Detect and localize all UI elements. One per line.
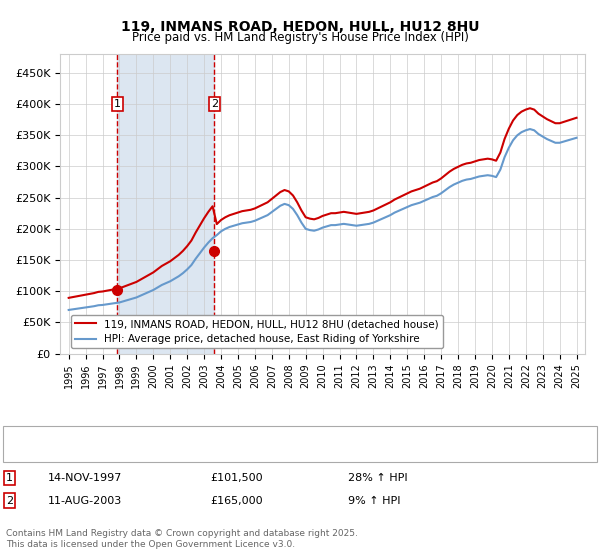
Text: 1: 1	[6, 473, 13, 483]
Text: 28% ↑ HPI: 28% ↑ HPI	[348, 473, 407, 483]
Text: 2: 2	[211, 99, 218, 109]
Text: 14-NOV-1997: 14-NOV-1997	[48, 473, 122, 483]
Text: Price paid vs. HM Land Registry's House Price Index (HPI): Price paid vs. HM Land Registry's House …	[131, 31, 469, 44]
Text: 11-AUG-2003: 11-AUG-2003	[48, 496, 122, 506]
Text: 2: 2	[6, 496, 13, 506]
Text: Contains HM Land Registry data © Crown copyright and database right 2025.
This d: Contains HM Land Registry data © Crown c…	[6, 529, 358, 549]
Text: HPI: Average price, detached house, East Riding of Yorkshire: HPI: Average price, detached house, East…	[6, 451, 341, 461]
Text: £165,000: £165,000	[210, 496, 263, 506]
Legend: 119, INMANS ROAD, HEDON, HULL, HU12 8HU (detached house), HPI: Average price, de: 119, INMANS ROAD, HEDON, HULL, HU12 8HU …	[71, 315, 443, 348]
Text: 119, INMANS ROAD, HEDON, HULL, HU12 8HU: 119, INMANS ROAD, HEDON, HULL, HU12 8HU	[121, 20, 479, 34]
Text: 9% ↑ HPI: 9% ↑ HPI	[348, 496, 401, 506]
Bar	[117, 54, 214, 353]
Text: £101,500: £101,500	[210, 473, 263, 483]
Text: 119, INMANS ROAD, HEDON, HULL, HU12 8HU (detached house): 119, INMANS ROAD, HEDON, HULL, HU12 8HU …	[6, 434, 360, 444]
Text: 1: 1	[114, 99, 121, 109]
